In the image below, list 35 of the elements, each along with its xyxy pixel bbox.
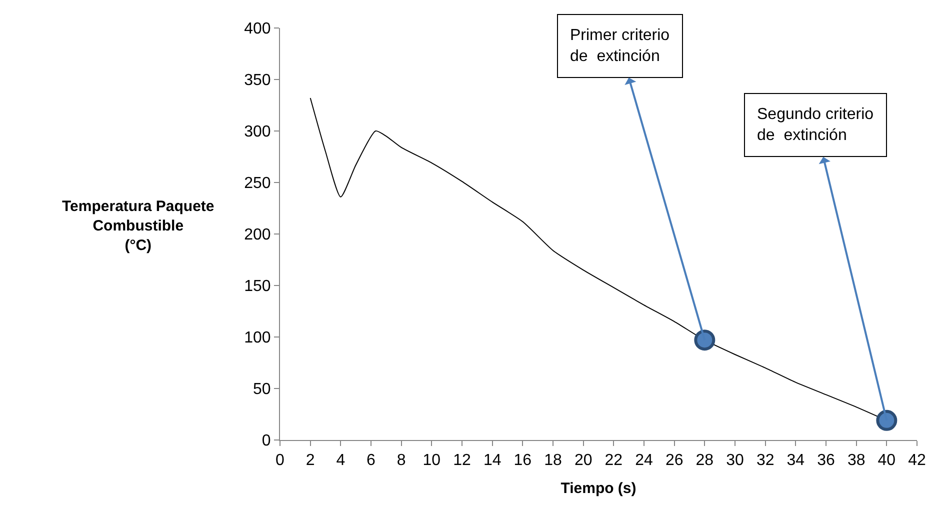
- y-tick-label: 50: [253, 381, 271, 398]
- y-tick-label: 400: [244, 20, 271, 38]
- x-tick-label: 30: [726, 452, 744, 470]
- y-tick-label: 150: [244, 278, 271, 296]
- x-tick-label: 24: [635, 452, 653, 470]
- x-tick-label: 2: [306, 452, 315, 470]
- x-tick-label: 36: [817, 452, 835, 470]
- x-tick-label: 4: [336, 452, 346, 470]
- x-tick-label: 8: [396, 452, 406, 470]
- x-tick-label: 18: [544, 452, 562, 470]
- x-tick-label: 22: [604, 452, 623, 470]
- x-tick-label: 16: [514, 452, 532, 470]
- x-tick-label: 34: [786, 452, 805, 470]
- x-tick-label: 32: [756, 452, 774, 470]
- x-tick-label: 40: [878, 452, 896, 470]
- x-tick-label: 10: [422, 452, 441, 470]
- y-tick-label: 250: [244, 175, 271, 192]
- annotation: Segundo criterio de extinción: [757, 106, 874, 144]
- x-tick-label: 0: [276, 452, 285, 470]
- y-tick-label: 350: [244, 72, 271, 90]
- x-axis-title: Tiempo (s): [560, 480, 636, 498]
- x-tick-label: 42: [908, 452, 926, 470]
- x-tick-label: 6: [366, 452, 376, 470]
- x-tick-label: 28: [696, 452, 714, 470]
- y-tick-label: 300: [244, 124, 271, 141]
- y-tick-label: 0: [262, 432, 271, 450]
- annotation: Primer criterio de extinción: [570, 27, 670, 65]
- y-tick-label: 100: [244, 330, 271, 347]
- x-tick-label: 14: [483, 452, 502, 470]
- x-tick-label: 26: [665, 452, 684, 470]
- y-tick-label: 200: [244, 226, 271, 244]
- x-tick-label: 20: [574, 452, 592, 470]
- x-tick-label: 38: [847, 452, 866, 470]
- x-tick-label: 12: [453, 452, 471, 470]
- y-axis-title: Temperatura Paquete Combustible (°C): [62, 198, 214, 254]
